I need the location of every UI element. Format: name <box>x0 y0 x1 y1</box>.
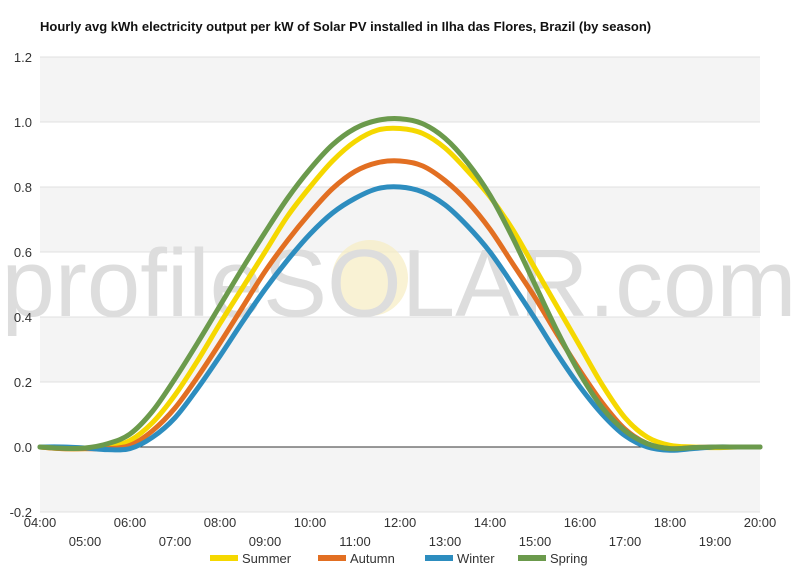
watermark-solar: SOLAR <box>263 230 588 337</box>
y-tick-label: 1.2 <box>14 50 32 65</box>
series-layer <box>37 116 763 453</box>
y-tick-label: 0.2 <box>14 375 32 390</box>
legend-item-spring[interactable]: Spring <box>518 551 588 566</box>
legend-swatch-winter <box>425 555 453 561</box>
x-tick-label: 15:00 <box>519 534 552 549</box>
watermark-text: profileSOLAR.com <box>2 230 797 337</box>
legend-item-winter[interactable]: Winter <box>425 551 495 566</box>
watermark-prefix: profile <box>2 230 263 337</box>
watermark: profileSOLAR.com <box>2 230 797 337</box>
series-line-winter <box>37 184 763 453</box>
x-tick-label: 09:00 <box>249 534 282 549</box>
x-tick-label: 19:00 <box>699 534 732 549</box>
x-tick-label: 05:00 <box>69 534 102 549</box>
legend-label-autumn: Autumn <box>350 551 395 566</box>
legend-swatch-autumn <box>318 555 346 561</box>
legend-label-summer: Summer <box>242 551 292 566</box>
x-tick-label: 10:00 <box>294 515 327 530</box>
x-tick-label: 07:00 <box>159 534 192 549</box>
y-tick-label: 1.0 <box>14 115 32 130</box>
y-tick-label: 0.0 <box>14 440 32 455</box>
x-tick-label: 08:00 <box>204 515 237 530</box>
y-tick-label: 0.8 <box>14 180 32 195</box>
watermark-sun-icon <box>332 240 408 316</box>
x-tick-label: 06:00 <box>114 515 147 530</box>
x-tick-label: 20:00 <box>744 515 777 530</box>
y-axis-tick-labels: -0.2 0.0 0.2 0.4 0.6 0.8 1.0 1.2 <box>10 50 32 520</box>
grid-band <box>40 317 760 382</box>
x-tick-label: 12:00 <box>384 515 417 530</box>
legend-item-autumn[interactable]: Autumn <box>318 551 395 566</box>
x-tick-label: 13:00 <box>429 534 462 549</box>
x-tick-label: 17:00 <box>609 534 642 549</box>
grid-layer <box>40 56 760 513</box>
legend-label-winter: Winter <box>457 551 495 566</box>
series-line-summer <box>37 125 763 452</box>
y-tick-label: 0.6 <box>14 245 32 260</box>
watermark-suffix: .com <box>588 230 796 337</box>
legend-swatch-spring <box>518 555 546 561</box>
x-tick-label: 18:00 <box>654 515 687 530</box>
x-axis-tick-labels: 04:00 05:00 06:00 07:00 08:00 09:00 10:00 11:00… <box>24 515 777 549</box>
y-tick-label: 0.4 <box>14 310 32 325</box>
x-tick-label: 04:00 <box>24 515 57 530</box>
y-tick-label: -0.2 <box>10 505 32 520</box>
legend[interactable]: Summer Autumn Winter Spring <box>210 551 588 566</box>
legend-label-spring: Spring <box>550 551 588 566</box>
chart-title: Hourly avg kWh electricity output per kW… <box>40 19 652 34</box>
series-line-spring <box>37 116 763 452</box>
legend-item-summer[interactable]: Summer <box>210 551 292 566</box>
grid-band <box>40 57 760 122</box>
x-tick-label: 14:00 <box>474 515 507 530</box>
x-tick-label: 11:00 <box>339 534 371 549</box>
grid-band <box>40 187 760 252</box>
x-tick-label: 16:00 <box>564 515 597 530</box>
grid-band <box>40 447 760 512</box>
legend-swatch-summer <box>210 555 238 561</box>
